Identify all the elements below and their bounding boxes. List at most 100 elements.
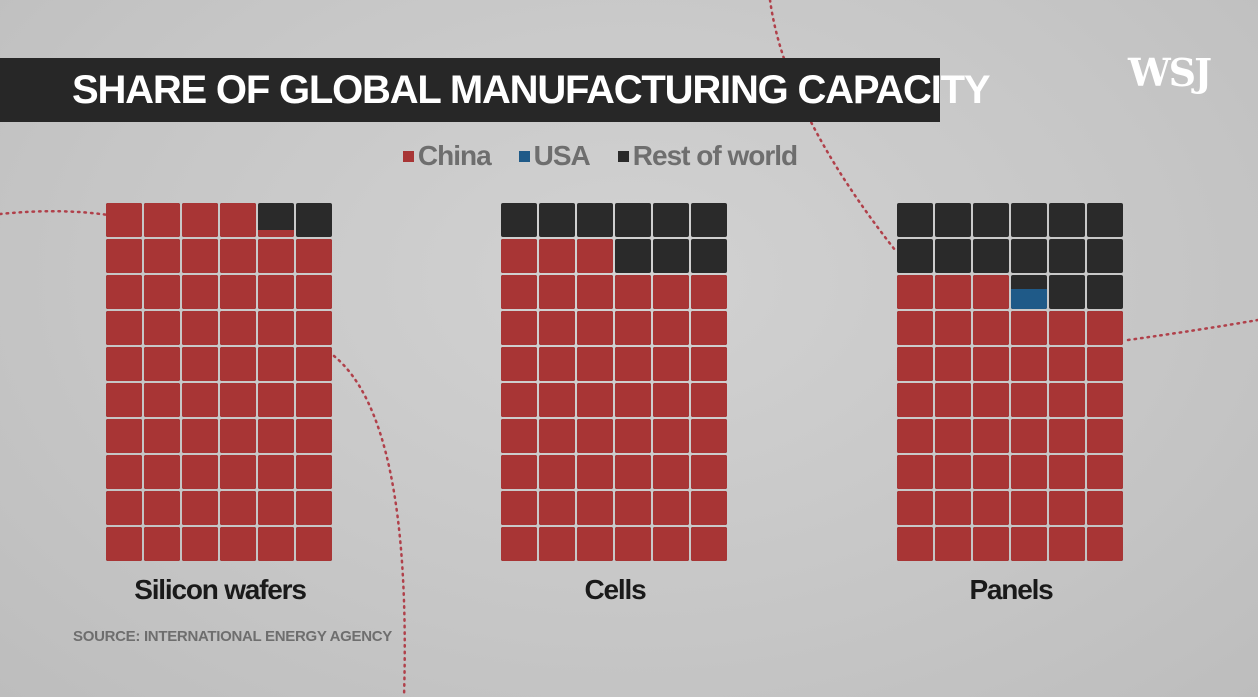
legend-entry-china: China	[402, 140, 492, 172]
waffle-cell	[1049, 239, 1085, 273]
label-silicon-wafers: Silicon wafers	[134, 574, 307, 605]
waffle-cell	[296, 347, 332, 381]
waffle-cell-china-fill	[220, 491, 256, 525]
waffle-cell-china-fill	[653, 383, 689, 417]
waffle-cell	[501, 239, 537, 273]
waffle-cell	[296, 239, 332, 273]
waffle-panels	[897, 203, 1125, 569]
waffle-cell	[539, 455, 575, 489]
waffle-cell-china-fill	[258, 383, 294, 417]
waffle-cell-china-fill	[973, 383, 1009, 417]
waffle-cell	[296, 491, 332, 525]
waffle-cell	[258, 455, 294, 489]
waffle-cell	[258, 527, 294, 561]
waffle-cell-china-fill	[501, 491, 537, 525]
waffle-cell-china-fill	[182, 239, 218, 273]
waffle-cell-china-fill	[296, 275, 332, 309]
waffle-cell	[220, 311, 256, 345]
waffle-cell-china-fill	[296, 419, 332, 453]
waffle-cell	[258, 275, 294, 309]
waffle-cell-china-fill	[973, 311, 1009, 345]
waffle-cell-china-fill	[539, 455, 575, 489]
waffle-cell	[897, 203, 933, 237]
waffle-cell	[1087, 347, 1123, 381]
waffle-cell	[539, 419, 575, 453]
waffle-cell	[653, 347, 689, 381]
waffle-cell	[897, 239, 933, 273]
waffle-cell-china-fill	[296, 491, 332, 525]
waffle-cell	[220, 239, 256, 273]
waffle-cell-china-fill	[106, 203, 142, 237]
waffle-cell-china-fill	[296, 239, 332, 273]
waffle-cell-china-fill	[1011, 347, 1047, 381]
waffle-cell	[897, 419, 933, 453]
waffle-cell-china-fill	[106, 275, 142, 309]
waffle-cell-china-fill	[144, 383, 180, 417]
waffle-cell-china-fill	[1011, 383, 1047, 417]
waffle-cell-china-fill	[973, 527, 1009, 561]
waffle-cell-china-fill	[258, 491, 294, 525]
waffle-cell	[182, 455, 218, 489]
waffle-cell-china-fill	[106, 383, 142, 417]
waffle-cell-china-fill	[182, 275, 218, 309]
waffle-cell-china-fill	[1087, 527, 1123, 561]
waffle-cell-china-fill	[1049, 311, 1085, 345]
legend-label-china: China	[417, 140, 492, 171]
waffle-cell	[615, 275, 651, 309]
waffle-cell	[653, 455, 689, 489]
waffle-cell-china-fill	[577, 455, 613, 489]
waffle-cell-china-fill	[220, 311, 256, 345]
waffle-cell	[1011, 275, 1047, 309]
waffle-cell	[1049, 455, 1085, 489]
waffle-cell	[1087, 491, 1123, 525]
waffle-cell	[1011, 203, 1047, 237]
waffle-cell-china-fill	[615, 419, 651, 453]
waffle-cell-china-fill	[653, 347, 689, 381]
waffle-cell	[1049, 311, 1085, 345]
waffle-cell	[577, 275, 613, 309]
waffle-cell	[973, 347, 1009, 381]
waffle-cell	[577, 311, 613, 345]
waffle-cell-china-fill	[296, 383, 332, 417]
waffle-cell	[615, 203, 651, 237]
waffle-cell	[296, 311, 332, 345]
waffle-cell-china-fill	[691, 491, 727, 525]
waffle-cell-china-fill	[258, 275, 294, 309]
waffle-cell-china-fill	[144, 419, 180, 453]
waffle-cell	[106, 527, 142, 561]
waffle-cell-china-fill	[615, 347, 651, 381]
waffle-cell	[258, 347, 294, 381]
waffle-cell-china-fill	[577, 419, 613, 453]
waffle-cell	[615, 527, 651, 561]
waffle-cell-china-fill	[935, 527, 971, 561]
waffle-cell	[220, 383, 256, 417]
waffle-cell	[973, 455, 1009, 489]
waffle-cell	[182, 419, 218, 453]
waffle-cell-china-fill	[258, 239, 294, 273]
waffle-cell	[182, 203, 218, 237]
waffle-cell-china-fill	[897, 383, 933, 417]
waffle-silicon-wafers	[106, 203, 334, 569]
waffle-cell	[691, 419, 727, 453]
waffle-cell	[296, 383, 332, 417]
waffle-cell-china-fill	[501, 311, 537, 345]
waffle-cell	[106, 239, 142, 273]
legend-swatch-china	[402, 150, 414, 162]
waffle-cell	[935, 491, 971, 525]
waffle-cell	[1049, 527, 1085, 561]
waffle-cell	[501, 491, 537, 525]
waffle-cell-china-fill	[539, 419, 575, 453]
waffle-cell-china-fill	[653, 275, 689, 309]
waffle-cell	[577, 383, 613, 417]
waffle-cell	[973, 491, 1009, 525]
waffle-cell-china-fill	[220, 347, 256, 381]
waffle-cell	[258, 239, 294, 273]
waffle-cell-china-fill	[106, 239, 142, 273]
waffle-cell-china-fill	[501, 527, 537, 561]
waffle-cell	[577, 491, 613, 525]
waffle-cell	[1011, 419, 1047, 453]
waffle-cell	[539, 311, 575, 345]
waffle-cell-china-fill	[106, 491, 142, 525]
waffle-cell-china-fill	[1087, 419, 1123, 453]
waffle-cell	[973, 239, 1009, 273]
